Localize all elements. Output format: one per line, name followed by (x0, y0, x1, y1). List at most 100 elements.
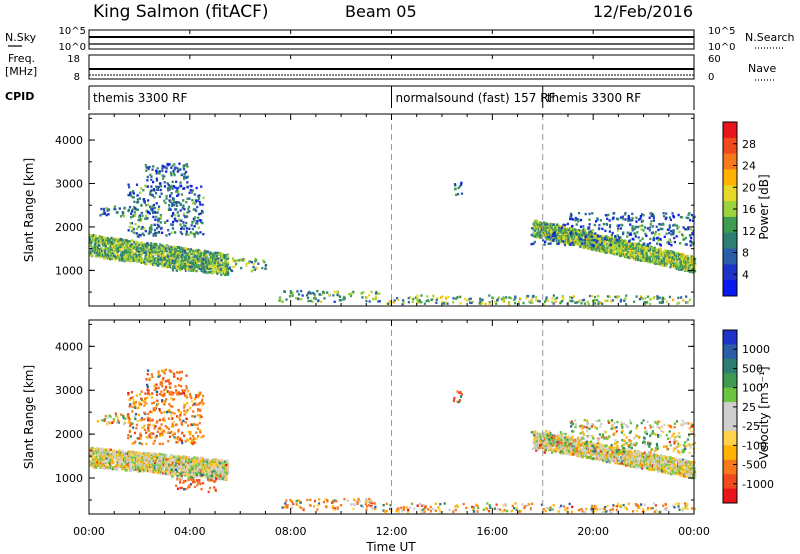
heatmap-cell (97, 453, 101, 456)
heatmap-cell (133, 231, 136, 234)
heatmap-cell (170, 252, 173, 255)
heatmap-cell (133, 244, 136, 248)
heatmap-cell (544, 221, 547, 225)
heatmap-cell (685, 216, 688, 219)
power-data-layer (89, 162, 697, 306)
heatmap-cell (202, 196, 205, 200)
heatmap-cell (583, 244, 586, 247)
heatmap-cell (117, 465, 120, 469)
heatmap-cell (569, 235, 573, 238)
heatmap-cell (604, 248, 607, 252)
heatmap-cell (648, 216, 651, 220)
heatmap-cell (111, 458, 114, 461)
heatmap-cell (690, 268, 693, 272)
heatmap-cell (113, 205, 117, 208)
heatmap-cell (204, 260, 208, 264)
heatmap-cell (104, 250, 107, 254)
heatmap-cell (106, 237, 109, 240)
heatmap-cell (162, 258, 165, 261)
heatmap-cell (170, 261, 173, 264)
heatmap-cell (569, 238, 573, 242)
heatmap-cell (124, 249, 127, 252)
heatmap-cell (675, 267, 678, 270)
heatmap-cell (579, 233, 583, 237)
heatmap-cell (470, 301, 473, 305)
heatmap-cell (92, 465, 95, 469)
heatmap-cell (648, 229, 651, 232)
heatmap-cell (129, 247, 132, 251)
heatmap-cell (231, 269, 234, 273)
heatmap-cell (144, 163, 147, 167)
heatmap-cell (610, 237, 614, 241)
heatmap-cell (620, 243, 624, 246)
heatmap-cell (670, 264, 673, 267)
heatmap-cell (170, 246, 173, 249)
heatmap-cell (226, 269, 229, 273)
cpid-bar: CPID themis 3300 RF normalsound (fast) 15… (5, 85, 695, 110)
heatmap-cell (554, 300, 557, 303)
heatmap-cell (590, 294, 593, 298)
heatmap-cell (135, 464, 138, 467)
heatmap-cell (175, 265, 178, 269)
heatmap-cell (583, 232, 586, 235)
heatmap-cell (191, 252, 194, 256)
heatmap-cell (678, 263, 681, 267)
heatmap-cell (623, 299, 626, 302)
heatmap-cell (682, 253, 685, 256)
heatmap-cell (634, 235, 637, 238)
heatmap-cell (628, 217, 631, 220)
heatmap-cell (190, 265, 193, 269)
heatmap-cell (109, 458, 112, 462)
heatmap-cell (163, 221, 167, 224)
heatmap-cell (165, 265, 169, 269)
heatmap-cell (652, 249, 655, 252)
heatmap-cell (220, 270, 223, 273)
heatmap-cell (561, 229, 565, 232)
heatmap-cell (670, 258, 673, 261)
heatmap-cell (101, 464, 104, 467)
heatmap-cell (216, 267, 219, 271)
heatmap-cell (588, 230, 591, 234)
heatmap-cell (171, 227, 175, 230)
heatmap-cell (172, 172, 176, 175)
heatmap-cell (318, 293, 321, 296)
heatmap-cell (627, 256, 630, 259)
heatmap-cell (572, 295, 575, 298)
heatmap-cell (94, 249, 97, 253)
heatmap-cell (602, 249, 605, 252)
heatmap-cell (614, 248, 617, 251)
heatmap-cell (145, 254, 148, 257)
heatmap-cell (582, 298, 586, 302)
heatmap-cell (577, 211, 581, 215)
heatmap-cell (123, 466, 126, 470)
heatmap-cell (569, 215, 572, 218)
heatmap-cell (650, 253, 653, 257)
heatmap-cell (181, 206, 184, 210)
heatmap-cell (618, 244, 621, 247)
heatmap-cell (152, 234, 155, 237)
heatmap-cell (365, 299, 368, 303)
heatmap-cell (211, 263, 215, 267)
heatmap-cell (687, 261, 690, 264)
heatmap-cell (631, 225, 634, 228)
heatmap-cell (196, 222, 199, 225)
heatmap-cell (204, 259, 207, 262)
heatmap-cell (639, 239, 642, 242)
heatmap-cell (655, 225, 658, 228)
heatmap-cell (152, 165, 155, 168)
heatmap-cell (186, 259, 189, 262)
heatmap-cell (630, 248, 634, 251)
heatmap-cell (617, 236, 621, 239)
heatmap-cell (619, 216, 622, 219)
heatmap-cell (581, 299, 584, 302)
heatmap-cell (200, 209, 204, 213)
heatmap-cell (180, 173, 183, 177)
heatmap-cell (154, 262, 157, 265)
heatmap-cell (113, 249, 116, 252)
heatmap-cell (115, 460, 118, 463)
heatmap-cell (361, 296, 364, 299)
heatmap-cell (583, 302, 587, 305)
heatmap-cell (692, 243, 695, 246)
heatmap-cell (620, 246, 623, 249)
